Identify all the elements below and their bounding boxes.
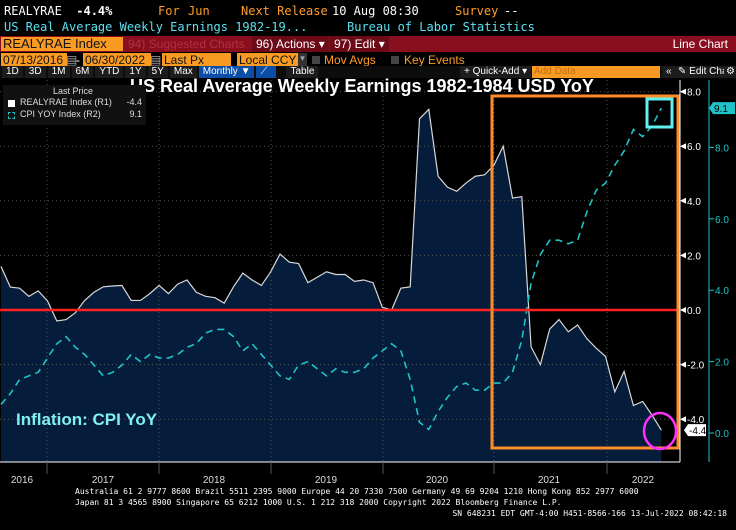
- table-button[interactable]: Table: [286, 66, 319, 78]
- r1-tick-label: 8.0: [687, 88, 701, 99]
- key-events-label: Key Events: [404, 53, 465, 67]
- actions-button[interactable]: 96) Actions ▾: [252, 36, 329, 52]
- quick-add-button[interactable]: + Quick-Add ▾: [460, 66, 532, 78]
- range-1m[interactable]: 1M: [47, 66, 70, 78]
- footer-line-2: Japan 81 3 4565 8900 Singapore 65 6212 1…: [75, 498, 562, 507]
- highlight-box: [490, 94, 680, 450]
- r1-tick: [680, 416, 686, 423]
- price-field-select[interactable]: Last Px: [162, 53, 231, 67]
- mov-avgs-label: Mov Avgs: [324, 53, 376, 67]
- x-tick-label: 2021: [538, 475, 561, 486]
- r1-tick-label: -2.0: [687, 361, 705, 372]
- r1-tick: [680, 361, 686, 368]
- real-marker-ellipse: [642, 411, 678, 451]
- r1-tick: [680, 252, 686, 259]
- for-label: For: [158, 4, 180, 18]
- x-tick-label: 2018: [203, 475, 226, 486]
- next-release-label: Next Release: [241, 4, 328, 18]
- r1-tick-label: 6.0: [687, 142, 701, 153]
- legend-swatch-real: [8, 100, 15, 107]
- r2-last-value: 9.1: [714, 104, 728, 115]
- footer-line-1: Australia 61 2 9777 8600 Brazil 5511 239…: [75, 487, 639, 496]
- suggested-charts-button[interactable]: 94) Suggested Charts: [128, 37, 245, 51]
- actions-label: 96) Actions: [256, 37, 316, 51]
- range-max[interactable]: Max: [169, 66, 197, 78]
- inflation-annotation: Inflation: CPI YoY: [16, 410, 158, 429]
- legend-value-cpi: 9.1: [129, 109, 142, 119]
- survey-value: --: [504, 4, 519, 18]
- add-data-input[interactable]: Add Data: [532, 66, 660, 78]
- r2-last-callout: [709, 102, 735, 115]
- r1-tick-label: 4.0: [687, 197, 701, 208]
- legend-label-real: REALYRAE Index (R1): [20, 97, 112, 107]
- legend-label-cpi: CPI YOY Index (R2): [20, 109, 101, 119]
- r1-tick-label: 2.0: [687, 251, 701, 262]
- chevron-down-icon[interactable]: ▾: [298, 53, 307, 67]
- chart-type-label[interactable]: Line Chart: [672, 37, 728, 51]
- chart: 8.0 6.0 4.0 2.0 0.0 -2.0 -4.0 8.0 6.0 4.0 2.0 0.0 -4…: [0, 80, 735, 486]
- date-dash: -: [76, 53, 80, 67]
- x-tick-label: 2020: [426, 475, 449, 486]
- legend-heading: Last Price: [53, 86, 94, 96]
- footer-line-3: SN 648231 EDT GMT-4:00 H451-8566-166 13-…: [452, 509, 727, 518]
- periodicity-select[interactable]: Monthly ▼: [198, 66, 255, 78]
- r1-tick: [680, 197, 686, 204]
- collapse-icon[interactable]: «: [662, 66, 676, 78]
- range-3d[interactable]: 3D: [24, 66, 46, 78]
- legend-value-real: -4.4: [126, 97, 142, 107]
- calendar-icon[interactable]: ▤: [66, 53, 78, 67]
- real-earnings-line: [0, 108, 662, 431]
- r1-last-value: -4.4: [689, 426, 707, 437]
- r2-tick-label: 4.0: [715, 286, 729, 297]
- edit-label: 97) Edit: [334, 37, 376, 51]
- r1-tick-label: -4.0: [687, 415, 705, 426]
- x-tick-label: 2019: [315, 475, 338, 486]
- legend-swatch-cpi: [8, 112, 15, 119]
- key-events-checkbox[interactable]: [391, 56, 399, 64]
- x-tick-label: 2016: [11, 475, 34, 486]
- ticker-symbol: REALYRAE: [4, 4, 62, 18]
- range-1d[interactable]: 1D: [2, 66, 23, 78]
- range-5y[interactable]: 5Y: [147, 66, 168, 78]
- range-buttons: 1D 3D 1M 6M YTD 1Y 5Y Max Monthly ▼ ⟋ Ta…: [2, 66, 319, 78]
- r2-tick-label: 6.0: [715, 215, 729, 226]
- mov-avgs-checkbox[interactable]: [312, 56, 320, 64]
- edit-button[interactable]: 97) Edit ▾: [330, 36, 389, 52]
- description: US Real Average Weekly Earnings 1982-19.…: [4, 20, 308, 34]
- r1-last-callout: [684, 424, 706, 437]
- edit-chart-button[interactable]: ✎ Edit Chart: [674, 66, 736, 78]
- plot-area: [0, 80, 680, 462]
- range-1y[interactable]: 1Y: [125, 66, 146, 78]
- gear-icon[interactable]: ⚙: [724, 66, 736, 78]
- last-value: -4.4%: [76, 4, 113, 18]
- end-date-input[interactable]: 06/30/2022: [83, 53, 151, 67]
- survey-label: Survey: [455, 4, 499, 18]
- edit-chart-label: Edit Chart: [689, 66, 734, 77]
- r1-tick: [680, 88, 686, 95]
- cpi-line: [0, 107, 663, 431]
- r1-tick: [680, 307, 686, 313]
- security-input[interactable]: REALYRAE Index: [1, 37, 123, 51]
- r2-tick-label: 8.0: [715, 143, 729, 154]
- x-tick-label: 2022: [632, 475, 655, 486]
- x-tick-label: 2017: [92, 475, 115, 486]
- chart-title: US Real Average Weekly Earnings 1982-198…: [130, 76, 594, 96]
- r2-tick-label: 2.0: [715, 358, 729, 369]
- r1-tick-label: 0.0: [687, 306, 701, 317]
- line-chart-icon[interactable]: ⟋: [256, 66, 277, 78]
- currency-select[interactable]: Local CCY: [237, 53, 299, 67]
- calendar-icon[interactable]: ▤: [150, 53, 162, 67]
- ticker: REALYRAE -4.4%: [4, 4, 112, 18]
- next-release-value: 10 Aug 08:30: [332, 4, 419, 18]
- range-6m[interactable]: 6M: [71, 66, 94, 78]
- source: Bureau of Labor Statistics: [347, 20, 535, 34]
- r1-tick: [680, 143, 686, 150]
- cpi-marker-box: [645, 97, 674, 129]
- legend: Last Price REALYRAE Index (R1) -4.4 CPI …: [3, 85, 146, 125]
- period: Jun: [188, 4, 210, 18]
- r2-tick-label: 0.0: [715, 429, 729, 440]
- range-ytd[interactable]: YTD: [95, 66, 124, 78]
- start-date-input[interactable]: 07/13/2016: [1, 53, 67, 67]
